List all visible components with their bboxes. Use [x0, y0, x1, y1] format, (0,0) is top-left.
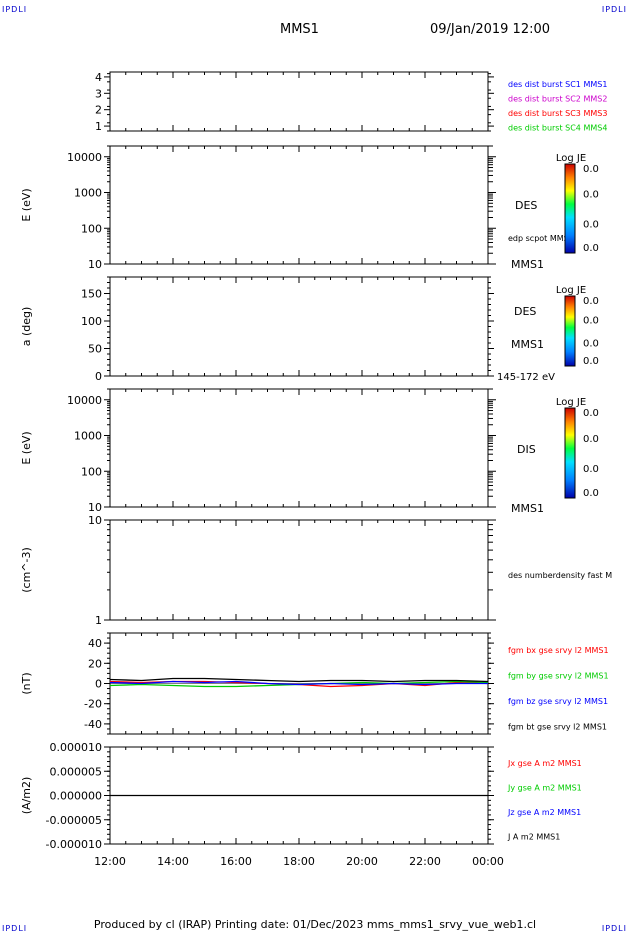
y-tick-label: 10	[88, 501, 102, 514]
legend-label: fgm bx gse srvy l2 MMS1	[508, 646, 609, 655]
legend-label: des dist burst SC2 MMS2	[508, 95, 607, 104]
footer-credit: Produced by cl (IRAP) Printing date: 01/…	[93, 918, 537, 931]
instrument-label: DES	[515, 199, 537, 212]
y-tick-label: 1000	[74, 430, 102, 443]
colorbar-tick-label: 0.0	[583, 219, 599, 230]
y-tick-label: -20	[84, 698, 102, 711]
y-tick-label: -0.000010	[46, 838, 102, 851]
y-tick-label: 100	[81, 315, 102, 328]
y-tick-label: 3	[95, 87, 102, 100]
y-tick-label: 1000	[74, 187, 102, 200]
legend-label: Jx gse A m2 MMS1	[507, 759, 582, 768]
time-tick-label: 00:00	[472, 855, 504, 868]
corner-logo-bottom-left: IPDLI	[2, 924, 28, 933]
y-tick-label: 10	[88, 514, 102, 527]
legend-label: des dist burst SC1 MMS1	[508, 80, 607, 89]
time-tick-label: 14:00	[157, 855, 189, 868]
y-tick-label: 0.000000	[50, 790, 103, 803]
colorbar	[564, 295, 576, 367]
spacecraft-label: MMS1	[511, 258, 544, 271]
y-tick-label: 2	[95, 104, 102, 117]
colorbar-title: Log JE	[556, 285, 586, 296]
time-tick-label: 18:00	[283, 855, 315, 868]
colorbar-tick-label: 0.0	[583, 296, 599, 307]
series-line	[109, 680, 488, 686]
y-tick-label: 10000	[67, 394, 102, 407]
legend-label: des dist burst SC3 MMS3	[508, 109, 607, 118]
y-tick-label: 10000	[67, 151, 102, 164]
legend-label: des numberdensity fast M	[508, 571, 612, 580]
panel-frame	[109, 388, 489, 508]
series-line	[109, 677, 489, 683]
legend-label: Jy gse A m2 MMS1	[507, 784, 582, 793]
colorbar-tick-label: 0.0	[583, 315, 599, 326]
date-time-title: 09/Jan/2019 12:00	[430, 22, 551, 37]
y-tick-label: 100	[81, 465, 102, 478]
spacecraft-label: MMS1	[511, 502, 544, 515]
y-tick-label: 1	[95, 120, 102, 133]
colorbar	[564, 163, 576, 254]
panel-frame	[109, 276, 489, 377]
y-axis-label: a (deg)	[20, 307, 33, 347]
legend-label: Jz gse A m2 MMS1	[507, 808, 581, 817]
colorbar-tick-label: 0.0	[583, 408, 599, 419]
legend-label: J A m2 MMS1	[507, 833, 560, 842]
y-tick-label: 4	[95, 71, 102, 84]
colorbar-title: Log JE	[556, 397, 586, 408]
y-tick-label: 0	[95, 370, 102, 383]
time-tick-label: 22:00	[409, 855, 441, 868]
y-tick-label: 100	[81, 222, 102, 235]
y-tick-label: 20	[88, 657, 102, 670]
legend-label: fgm bt gse srvy l2 MMS1	[508, 723, 607, 732]
y-tick-label: 10	[88, 258, 102, 271]
colorbar-tick-label: 0.0	[583, 339, 599, 350]
colorbar-tick-label: 0.0	[583, 356, 599, 367]
time-tick-label: 12:00	[94, 855, 126, 868]
panel-frame	[109, 519, 489, 621]
corner-logo-top-right: IPDLI	[601, 5, 627, 14]
y-tick-label: -0.000005	[46, 814, 102, 827]
colorbar-tick-label: 0.0	[583, 464, 599, 475]
colorbar-tick-label: 0.0	[583, 434, 599, 445]
instrument-label: DES	[514, 305, 536, 318]
y-tick-label: 50	[88, 343, 102, 356]
spacecraft-label: MMS1	[511, 338, 544, 351]
time-tick-label: 16:00	[220, 855, 252, 868]
panel-frame	[109, 145, 489, 265]
y-tick-label: 0.000010	[50, 741, 103, 754]
spacecraft-title: MMS1	[280, 22, 319, 37]
legend-label: des dist burst SC4 MMS4	[508, 124, 607, 133]
instrument-label: DIS	[517, 443, 536, 456]
y-tick-label: 0.000005	[50, 765, 103, 778]
y-axis-label: E (eV)	[20, 431, 33, 464]
y-tick-label: 40	[88, 637, 102, 650]
y-axis-label: E (eV)	[20, 188, 33, 221]
y-tick-label: -40	[84, 718, 102, 731]
y-axis-label: (A/m2)	[20, 777, 33, 815]
legend-label: fgm by gse srvy l2 MMS1	[508, 672, 609, 681]
y-tick-label: 1	[95, 614, 102, 627]
panel-frame	[109, 71, 489, 132]
series-label: edp scpot MMS1	[508, 234, 574, 243]
colorbar-tick-label: 0.0	[583, 488, 599, 499]
legend-label: fgm bz gse srvy l2 MMS1	[508, 697, 608, 706]
colorbar-tick-label: 0.0	[583, 164, 599, 175]
colorbar-tick-label: 0.0	[583, 190, 599, 201]
colorbar-tick-label: 0.0	[583, 243, 599, 254]
corner-logo-bottom-right: IPDLI	[601, 924, 627, 933]
y-axis-label: (cm^-3)	[20, 547, 33, 593]
colorbar	[564, 407, 576, 499]
energy-range-label: 145-172 eV	[497, 372, 555, 383]
time-tick-label: 20:00	[346, 855, 378, 868]
corner-logo-top-left: IPDLI	[2, 5, 28, 14]
y-tick-label: 0	[95, 678, 102, 691]
y-tick-label: 150	[81, 288, 102, 301]
colorbar-title: Log JE	[556, 153, 586, 164]
y-axis-label: (nT)	[20, 672, 33, 694]
